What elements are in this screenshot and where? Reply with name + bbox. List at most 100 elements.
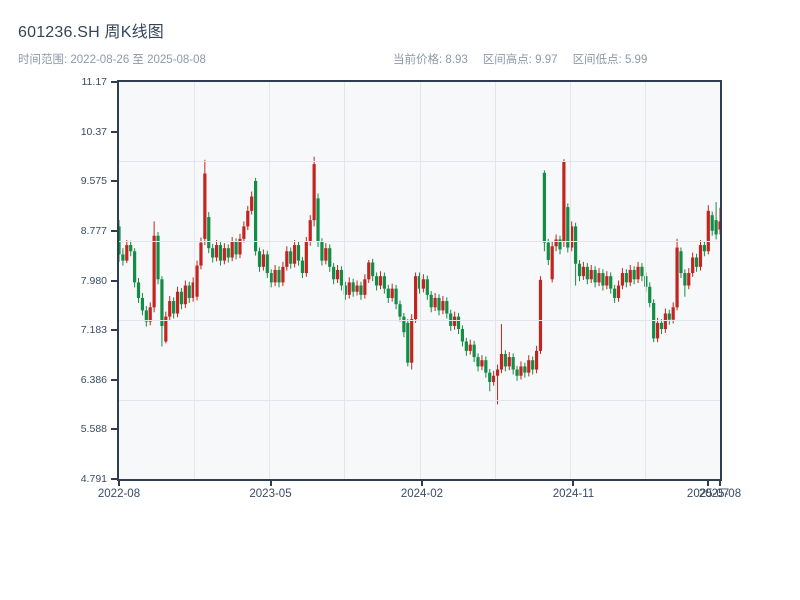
x-tick-mark <box>118 481 120 486</box>
y-tick-mark <box>111 428 117 431</box>
candle-body <box>382 276 386 289</box>
candle-body <box>203 173 207 239</box>
candle-body <box>402 316 406 333</box>
candle-body <box>371 262 375 277</box>
candle-body <box>546 242 550 260</box>
candle-body <box>410 319 414 363</box>
candle-body <box>706 210 710 252</box>
candle-body <box>613 288 617 298</box>
candle-body <box>183 285 187 305</box>
y-tick-mark <box>111 81 117 83</box>
y-tick-label: 6.386 <box>80 373 107 386</box>
candle-body <box>265 254 269 274</box>
candle-body <box>480 360 484 367</box>
candle-body <box>441 301 445 311</box>
candle-body <box>320 241 324 261</box>
candle-body <box>460 329 465 342</box>
x-tick-label: 2025-07 <box>686 488 730 500</box>
candle-body <box>347 282 351 295</box>
vertical-gridline <box>194 82 196 479</box>
candle-body <box>413 276 418 320</box>
candle-body <box>119 226 121 255</box>
candle-body <box>628 269 632 283</box>
candle-body <box>433 297 437 308</box>
candle-body <box>133 251 137 283</box>
candle-body <box>226 248 230 258</box>
candle-body <box>332 266 336 280</box>
candle-body <box>316 198 320 242</box>
candle-body <box>620 273 625 286</box>
candle-body <box>581 266 586 277</box>
candle-body <box>261 254 265 267</box>
candle-body <box>616 285 621 298</box>
candle-body <box>398 304 402 317</box>
candle-body <box>164 316 168 342</box>
candle-body <box>698 245 703 267</box>
candle-body <box>179 291 184 305</box>
candle-body <box>386 288 390 298</box>
x-tick-label: 2024-02 <box>400 488 444 500</box>
y-tick-label: 10.37 <box>80 125 107 138</box>
candle-body <box>152 235 156 308</box>
candle-body <box>195 265 199 297</box>
candle-body <box>191 282 195 298</box>
y-tick-label: 9.575 <box>80 175 107 188</box>
candle-body <box>453 316 457 326</box>
y-tick-label: 7.980 <box>80 274 107 287</box>
candle-body <box>659 322 664 330</box>
candle-body <box>293 245 297 264</box>
y-tick-label: 5.588 <box>80 423 107 436</box>
y-tick-label: 7.183 <box>80 324 107 337</box>
candle-body <box>632 269 636 280</box>
candle-body <box>534 350 539 370</box>
candle-body <box>624 273 628 283</box>
candle-body <box>421 279 426 289</box>
candle-body <box>589 269 593 280</box>
candle-body <box>601 273 605 286</box>
candle-body <box>694 257 699 267</box>
candle-body <box>300 260 305 274</box>
candle-body <box>542 172 546 243</box>
candle-body <box>593 269 597 283</box>
candle-body <box>207 217 211 249</box>
x-tick-label: 2022-08 <box>97 488 141 500</box>
candle-body <box>199 242 203 266</box>
candle-body <box>648 286 652 303</box>
range-high-text: 区间高点: 9.97 <box>482 54 558 66</box>
candle-body <box>140 297 145 311</box>
candle-body <box>605 276 609 286</box>
candle-body <box>257 251 262 267</box>
y-tick-mark <box>111 229 117 232</box>
candle-body <box>214 245 219 258</box>
candle-body <box>355 285 359 292</box>
candle-body <box>378 276 383 286</box>
y-tick-mark <box>111 478 117 480</box>
candle-body <box>253 180 258 252</box>
horizontal-gridline <box>119 161 720 163</box>
horizontal-gridline <box>119 240 720 242</box>
plot-area <box>117 80 722 481</box>
candle-body <box>324 248 328 261</box>
candle-body <box>168 301 172 317</box>
candle-body <box>242 226 246 239</box>
candle-body <box>246 210 250 227</box>
candle-body <box>437 297 441 311</box>
candle-body <box>445 301 449 314</box>
candle-body <box>531 360 535 370</box>
vertical-gridline <box>419 82 421 479</box>
candle-body <box>351 282 355 292</box>
candle-body <box>449 313 453 326</box>
x-tick-mark <box>420 481 423 486</box>
candle-body <box>211 248 215 258</box>
candle-body <box>363 279 367 295</box>
candle-body <box>230 241 234 258</box>
candle-body <box>714 220 718 235</box>
y-tick-mark <box>111 180 117 183</box>
candle-body <box>538 279 543 351</box>
candle-body <box>374 276 379 286</box>
y-tick-mark <box>111 378 117 381</box>
candle-body <box>640 266 644 277</box>
candle-body <box>456 316 461 330</box>
candle-body <box>577 263 582 277</box>
candle-body <box>554 239 558 247</box>
